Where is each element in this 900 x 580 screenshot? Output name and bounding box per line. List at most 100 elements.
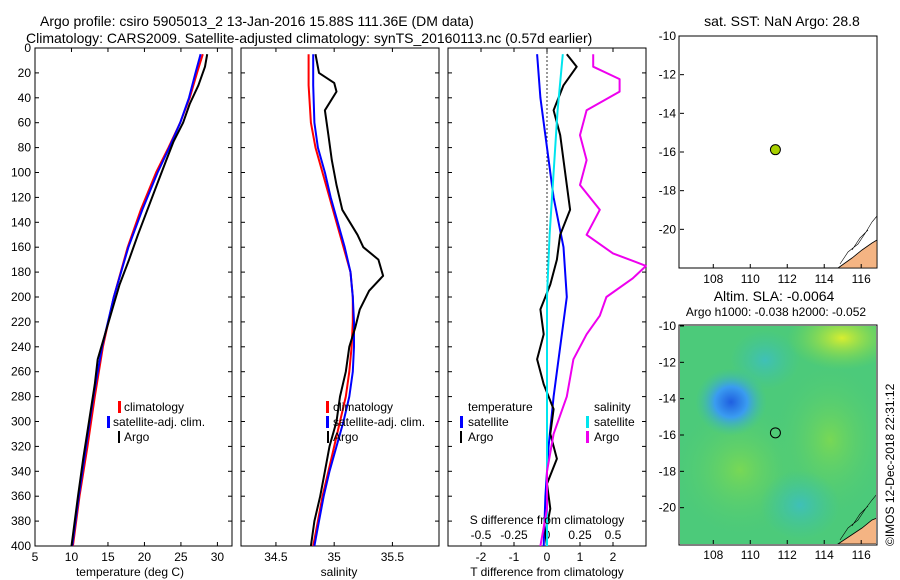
series-line-argo bbox=[309, 54, 385, 547]
legend-swatch-t-satellite bbox=[460, 416, 463, 428]
map-lon-tick-label: 110 bbox=[741, 272, 760, 286]
temperature-xlabel: temperature (deg C) bbox=[76, 565, 184, 579]
depth-tick-label: 360 bbox=[11, 489, 31, 503]
legend-label-argo: Argo bbox=[124, 430, 150, 444]
depth-tick-label: 0 bbox=[24, 41, 31, 55]
legend-swatch-argo bbox=[327, 431, 329, 443]
legend-label-s-argo: Argo bbox=[594, 430, 620, 444]
depth-tick-label: 240 bbox=[11, 340, 31, 354]
depth-tick-label: 220 bbox=[11, 315, 31, 329]
salinity-panel: 34.5 35 35.5 climatology satellite-adj. cl… bbox=[240, 47, 440, 579]
legend-swatch-satellite-adj bbox=[107, 416, 110, 428]
depth-tick-label: 200 bbox=[11, 290, 31, 304]
depth-tick-label: 120 bbox=[11, 190, 31, 204]
series-line-satellite-adj-clim- bbox=[312, 54, 355, 547]
legend-label-satellite-adj: satellite-adj. clim. bbox=[113, 415, 205, 429]
legend-label-s-satellite: satellite bbox=[594, 415, 635, 429]
x-tick-label: 2 bbox=[610, 550, 617, 564]
legend-swatch-argo bbox=[118, 431, 120, 443]
legend-title-temperature: temperature bbox=[468, 400, 533, 414]
sst-map-land bbox=[836, 239, 878, 269]
map-lon-tick-label: 114 bbox=[815, 548, 834, 562]
map-lon-tick-label: 114 bbox=[815, 272, 834, 286]
depth-tick-label: 280 bbox=[11, 390, 31, 404]
legend-swatch-satellite-adj bbox=[326, 416, 329, 428]
map-lon-tick-label: 112 bbox=[778, 272, 797, 286]
sla-teal-patch bbox=[760, 470, 840, 540]
map-lat-tick-label: -12 bbox=[659, 355, 677, 369]
temperature-axes-frame bbox=[34, 47, 233, 547]
depth-tick-label: 300 bbox=[11, 415, 31, 429]
x-tick-label: 10 bbox=[65, 550, 79, 564]
depth-tick-label: 40 bbox=[18, 91, 32, 105]
legend-label-climatology: climatology bbox=[333, 400, 393, 414]
legend-label-climatology: climatology bbox=[124, 400, 184, 414]
map-lat-tick-label: -18 bbox=[659, 464, 677, 478]
sla-map-title-line1: Altim. SLA: -0.0064 bbox=[714, 288, 835, 304]
series-line-argo bbox=[70, 54, 209, 547]
map-lat-tick-label: -14 bbox=[659, 106, 677, 120]
salinity-diff-tick-label: -0.25 bbox=[500, 528, 528, 542]
sla-map-coast-detail bbox=[839, 494, 876, 541]
depth-tick-label: 160 bbox=[11, 240, 31, 254]
temperature-panel: 5 10 15 20 25 30 0 20 40 60 80 100 120 140 160 180 200 2… bbox=[11, 41, 233, 579]
x-tick-label: 30 bbox=[211, 550, 225, 564]
depth-tick-label: 320 bbox=[11, 439, 31, 453]
x-tick-label: 20 bbox=[138, 550, 152, 564]
imos-watermark: ©IMOS 12-Dec-2018 22:31:12 bbox=[883, 383, 897, 546]
map-lat-tick-label: -12 bbox=[659, 68, 677, 82]
sst-map-title: sat. SST: NaN Argo: 28.8 bbox=[704, 13, 860, 29]
legend-label-argo: Argo bbox=[333, 430, 359, 444]
sla-map-title-line2: Argo h1000: -0.038 h2000: -0.052 bbox=[686, 305, 866, 319]
map-lon-tick-label: 110 bbox=[741, 548, 760, 562]
salinity-diff-tick-label: 0.5 bbox=[605, 528, 622, 542]
depth-tick-label: 20 bbox=[18, 66, 32, 80]
salinity-xlabel: salinity bbox=[321, 565, 358, 579]
x-tick-label: -1 bbox=[509, 550, 520, 564]
legend-swatch-climatology bbox=[118, 401, 121, 413]
legend-swatch-s-satellite bbox=[586, 416, 589, 428]
legend-swatch-s-argo bbox=[586, 431, 589, 443]
x-tick-label: 5 bbox=[32, 550, 39, 564]
map-lat-tick-label: -10 bbox=[659, 319, 677, 333]
map-lat-tick-label: -16 bbox=[659, 145, 677, 159]
salinity-diff-tick-label: 0.25 bbox=[568, 528, 592, 542]
difference-panel: -2 -1 0 1 2 -0.5 -0.25 0 0.25 0.5 temperature sa… bbox=[447, 47, 647, 579]
x-tick-label: -2 bbox=[476, 550, 487, 564]
depth-tick-label: 140 bbox=[11, 215, 31, 229]
difference-xlabel: T difference from climatology bbox=[470, 565, 624, 579]
series-line-climatology bbox=[71, 53, 204, 547]
sla-yellow-patch bbox=[787, 326, 876, 370]
map-lon-tick-label: 108 bbox=[703, 272, 723, 286]
legend-label-t-argo: Argo bbox=[468, 430, 494, 444]
depth-tick-label: 180 bbox=[11, 265, 31, 279]
sla-map-frame bbox=[678, 324, 878, 546]
argo-location-marker bbox=[769, 144, 781, 156]
argo-location-marker bbox=[769, 427, 781, 439]
depth-tick-label: 340 bbox=[11, 464, 31, 478]
map-lat-tick-label: -20 bbox=[659, 222, 677, 236]
x-tick-label: 15 bbox=[101, 550, 115, 564]
map-lon-tick-label: 108 bbox=[703, 548, 723, 562]
depth-tick-label: 260 bbox=[11, 365, 31, 379]
legend-title-salinity: salinity bbox=[594, 400, 631, 414]
legend-label-t-satellite: satellite bbox=[468, 415, 509, 429]
figure-title-line2: Climatology: CARS2009. Satellite-adjuste… bbox=[26, 30, 592, 46]
depth-tick-label: 60 bbox=[18, 116, 32, 130]
legend-swatch-climatology bbox=[326, 401, 329, 413]
x-tick-label: 35 bbox=[327, 550, 341, 564]
map-lat-tick-label: -20 bbox=[659, 501, 677, 515]
figure-title-line1: Argo profile: csiro 5905013_2 13-Jan-201… bbox=[40, 13, 474, 29]
map-lon-tick-label: 116 bbox=[852, 272, 871, 286]
sst-map: sat. SST: NaN Argo: 28.8 108 110 112 114 116… bbox=[659, 13, 878, 286]
legend-swatch-t-argo bbox=[460, 431, 462, 443]
difference-top-label: S difference from climatology bbox=[470, 513, 625, 527]
sst-map-coast-detail bbox=[839, 215, 878, 265]
depth-tick-label: 400 bbox=[11, 539, 31, 553]
map-lon-tick-label: 116 bbox=[852, 548, 871, 562]
temperature-legend: climatology satellite-adj. clim. Argo bbox=[107, 400, 205, 444]
salinity-axes-frame bbox=[240, 47, 440, 547]
x-tick-label: 35.5 bbox=[381, 550, 405, 564]
depth-tick-label: 80 bbox=[18, 141, 32, 155]
